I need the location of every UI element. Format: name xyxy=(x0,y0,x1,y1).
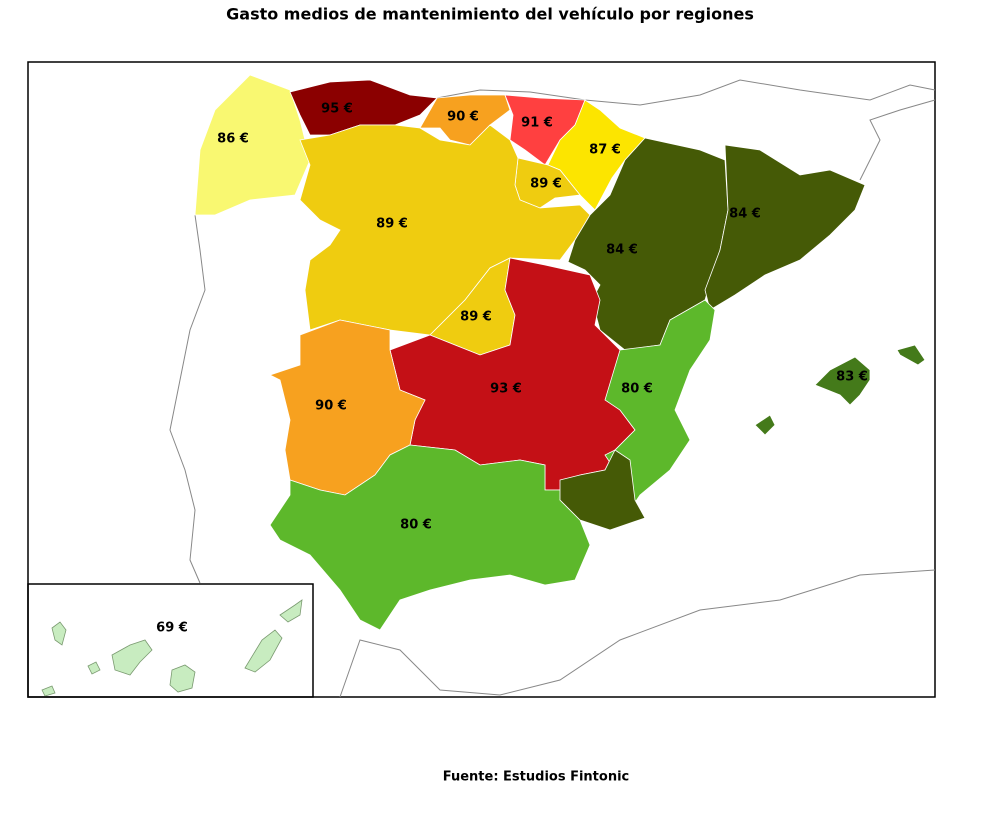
region xyxy=(269,444,591,631)
map-title: Gasto medios de mantenimiento del vehícu… xyxy=(226,5,754,24)
region xyxy=(194,74,311,216)
region xyxy=(289,79,438,136)
source-note: Fuente: Estudios Fintonic xyxy=(443,770,630,785)
region-value-label: 89 € xyxy=(460,310,492,325)
region-value-label: 90 € xyxy=(447,110,479,125)
region-value-label: 91 € xyxy=(521,116,553,131)
africa-coast xyxy=(339,569,936,698)
background-coastlines xyxy=(169,79,936,698)
region-value-label: 80 € xyxy=(621,382,653,397)
region-value-label: 90 € xyxy=(315,399,347,414)
france-border xyxy=(436,79,936,106)
region-value-label: 89 € xyxy=(376,217,408,232)
region xyxy=(754,344,926,436)
region-value-label: 84 € xyxy=(606,243,638,258)
canarias-inset-frame xyxy=(27,583,314,698)
region-value-label: 93 € xyxy=(490,382,522,397)
region xyxy=(504,94,586,166)
france-coast xyxy=(859,99,936,181)
region-value-label: 69 € xyxy=(156,621,188,636)
region xyxy=(704,144,866,311)
region xyxy=(299,124,591,336)
region-value-label: 87 € xyxy=(589,143,621,158)
murcia-region xyxy=(559,449,646,531)
region-value-label: 84 € xyxy=(729,207,761,222)
region-value-label: 80 € xyxy=(400,518,432,533)
region-value-label: 89 € xyxy=(530,177,562,192)
regions xyxy=(41,74,926,697)
region xyxy=(41,599,303,697)
region-labels: 86 € 95 € 90 € 91 € 87 € 89 € 89 € 84 € 84 € 89 €… xyxy=(156,102,868,636)
region-value-label: 86 € xyxy=(217,132,249,147)
region-value-label: 95 € xyxy=(321,102,353,117)
region-value-label: 83 € xyxy=(836,370,868,385)
portugal-coast xyxy=(169,214,206,584)
